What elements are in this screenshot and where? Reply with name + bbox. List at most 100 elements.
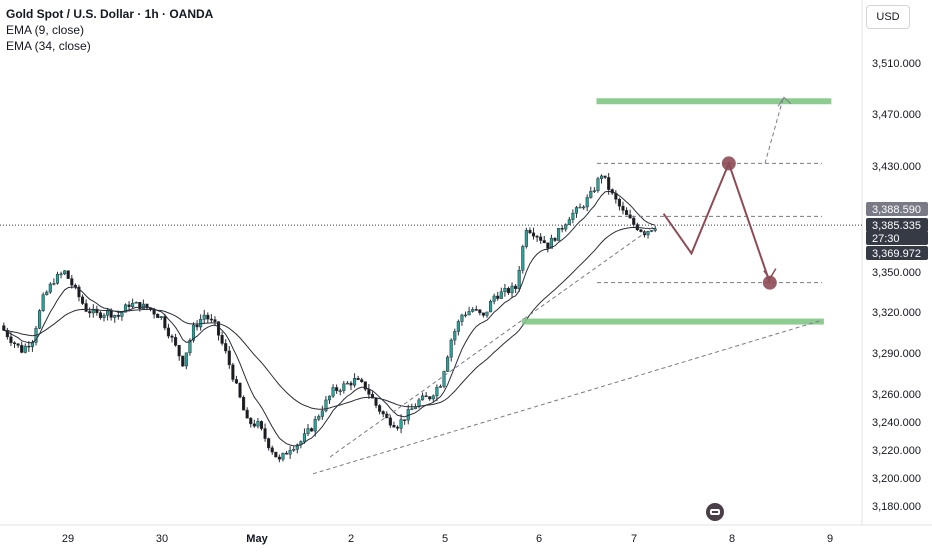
candle	[492, 295, 496, 302]
x-tick-label: 29	[62, 533, 74, 545]
price-label-lower-bg	[866, 246, 928, 260]
candle	[288, 450, 292, 455]
candle	[277, 456, 281, 460]
candle	[374, 397, 378, 406]
candle	[571, 212, 575, 220]
candle	[174, 337, 178, 346]
candle	[20, 345, 24, 353]
candle	[506, 288, 511, 294]
candle	[188, 340, 192, 354]
candle	[88, 311, 92, 314]
x-tick-label: 8	[729, 533, 735, 545]
candle	[70, 278, 74, 286]
currency-button[interactable]: USD	[866, 5, 910, 29]
candle	[166, 327, 170, 337]
y-tick-label: 3,430.000	[872, 161, 921, 173]
candle	[98, 312, 102, 318]
candle	[603, 175, 607, 178]
price-label-countdown-bg	[866, 231, 928, 245]
candle	[113, 314, 117, 318]
candle	[324, 399, 328, 412]
candle	[378, 405, 382, 412]
ema-9-indicator[interactable]: EMA (9, close)	[6, 23, 85, 37]
candle	[539, 236, 543, 241]
candle	[120, 312, 124, 317]
candle	[388, 417, 392, 426]
price-label-current-bg	[866, 218, 928, 232]
arrow-icon	[777, 96, 792, 107]
candle	[542, 240, 546, 244]
candle	[582, 206, 586, 209]
candle	[403, 419, 407, 421]
candle	[123, 304, 128, 313]
candle	[220, 335, 224, 344]
symbol-title[interactable]: Gold Spot / U.S. Dollar · 1h · OANDA	[6, 7, 214, 21]
candle	[442, 371, 446, 387]
y-tick-label: 3,350.000	[872, 267, 921, 279]
projection-path	[662, 160, 771, 284]
candle	[514, 285, 518, 289]
candle	[646, 231, 650, 236]
candle	[503, 288, 507, 292]
candle	[317, 416, 321, 420]
candle	[263, 428, 267, 439]
candle	[310, 428, 314, 432]
candle	[363, 381, 367, 390]
price-label-countdown: 27:30	[872, 233, 900, 245]
candle	[485, 311, 489, 316]
price-label-lower: 3,369.972	[872, 248, 921, 260]
candle	[256, 421, 260, 427]
price-label-current: 3,385.335	[872, 220, 921, 232]
tradingview-logo-icon	[706, 503, 724, 521]
price-label-upper-bg	[866, 202, 928, 216]
candle	[585, 197, 589, 208]
candle	[206, 314, 210, 320]
candle	[553, 237, 557, 241]
x-tick-label: May	[246, 533, 268, 545]
candle	[549, 237, 553, 249]
candle	[274, 451, 278, 458]
candle	[410, 408, 414, 411]
x-tick-label: 7	[631, 533, 637, 545]
ema-34-indicator[interactable]: EMA (34, close)	[6, 39, 91, 53]
candle	[77, 286, 81, 298]
candle	[313, 418, 317, 432]
y-tick-label: 3,510.000	[872, 58, 921, 70]
candle	[431, 395, 435, 400]
candle	[335, 387, 339, 392]
candle	[481, 312, 485, 316]
candle	[224, 343, 228, 352]
candle	[596, 178, 600, 191]
candle	[471, 309, 475, 312]
y-tick-label: 3,470.000	[872, 109, 921, 121]
candle	[281, 452, 285, 460]
candle	[421, 395, 425, 401]
y-tick-label: 3,220.000	[872, 445, 921, 457]
x-tick-label: 9	[827, 533, 833, 545]
candle	[370, 394, 375, 399]
projection-point	[762, 275, 777, 290]
candle	[292, 449, 296, 451]
candle	[521, 246, 525, 271]
candle	[23, 345, 27, 353]
candle	[327, 395, 332, 401]
candle	[639, 229, 643, 232]
candle	[446, 356, 450, 372]
candle	[578, 206, 582, 209]
candle	[592, 190, 596, 192]
candle	[557, 228, 561, 241]
candle	[499, 291, 503, 299]
candle	[650, 230, 654, 232]
candle	[267, 438, 271, 449]
y-tick-label: 3,290.000	[872, 348, 921, 360]
candle	[249, 417, 253, 425]
candle	[102, 314, 106, 318]
candle	[270, 447, 274, 453]
candle	[560, 228, 564, 230]
y-tick-label: 3,180.000	[872, 501, 921, 513]
breakout-projection-line	[764, 98, 784, 164]
candle	[252, 423, 256, 427]
support-resistance-zone	[596, 98, 832, 105]
